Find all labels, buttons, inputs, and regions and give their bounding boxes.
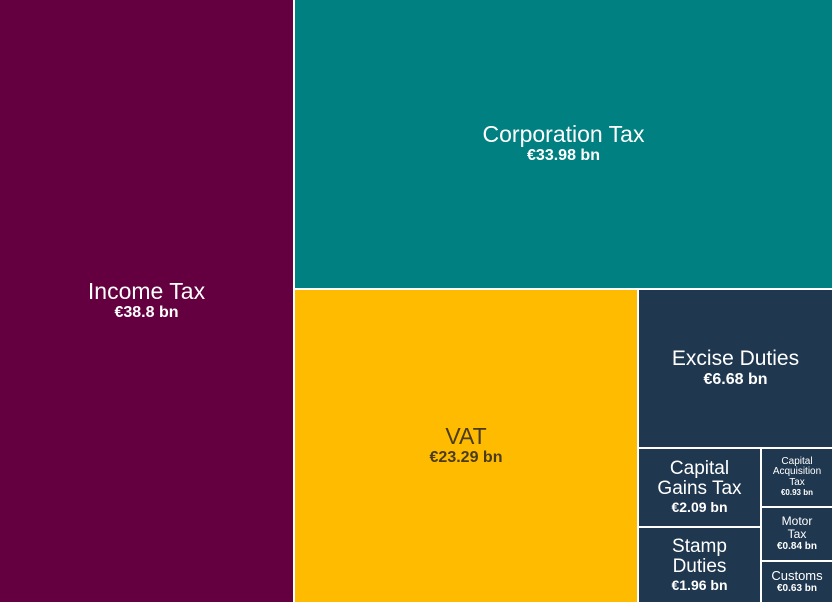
tile-label-customs: Customs xyxy=(771,568,823,584)
tile-value-corporation-tax: €33.98 bn xyxy=(527,147,600,165)
tile-value-stamp-duties: €1.96 bn xyxy=(671,576,728,593)
tile-value-capital-acquisition-tax: €0.93 bn xyxy=(780,488,813,498)
tile-value-excise-duties: €6.68 bn xyxy=(703,370,768,388)
tile-label-corporation-tax: Corporation Tax xyxy=(482,121,645,148)
treemap-tile-customs: Customs €0.63 bn xyxy=(762,562,832,602)
tile-value-vat: €23.29 bn xyxy=(429,449,503,467)
tile-label-capital-acquisition-tax: Capital Acquisition Tax xyxy=(772,455,822,488)
tile-value-customs: €0.63 bn xyxy=(776,582,818,594)
treemap-tile-vat: VAT €23.29 bn xyxy=(295,290,637,602)
tile-label-stamp-duties: Stamp Duties xyxy=(672,535,727,577)
tile-label-vat: VAT xyxy=(445,423,487,450)
treemap-tile-motor-tax: Motor Tax €0.84 bn xyxy=(762,508,832,560)
tile-label-capital-gains-tax: Capital Gains Tax xyxy=(657,458,742,500)
treemap-tile-corporation-tax: Corporation Tax €33.98 bn xyxy=(295,0,832,288)
tile-label-income-tax: Income Tax xyxy=(87,278,206,305)
tile-label-motor-tax: Motor Tax xyxy=(781,514,813,541)
treemap-tile-capital-acquisition-tax: Capital Acquisition Tax €0.93 bn xyxy=(762,449,832,506)
tile-value-motor-tax: €0.84 bn xyxy=(776,540,818,552)
treemap-tile-capital-gains-tax: Capital Gains Tax €2.09 bn xyxy=(639,449,760,526)
treemap-tile-income-tax: Income Tax €38.8 bn xyxy=(0,0,293,602)
treemap-tile-excise-duties: Excise Duties €6.68 bn xyxy=(639,290,832,447)
tile-value-income-tax: €38.8 bn xyxy=(114,304,179,322)
tile-label-excise-duties: Excise Duties xyxy=(671,346,800,370)
treemap-tile-stamp-duties: Stamp Duties €1.96 bn xyxy=(639,528,760,602)
tile-value-capital-gains-tax: €2.09 bn xyxy=(671,499,728,516)
